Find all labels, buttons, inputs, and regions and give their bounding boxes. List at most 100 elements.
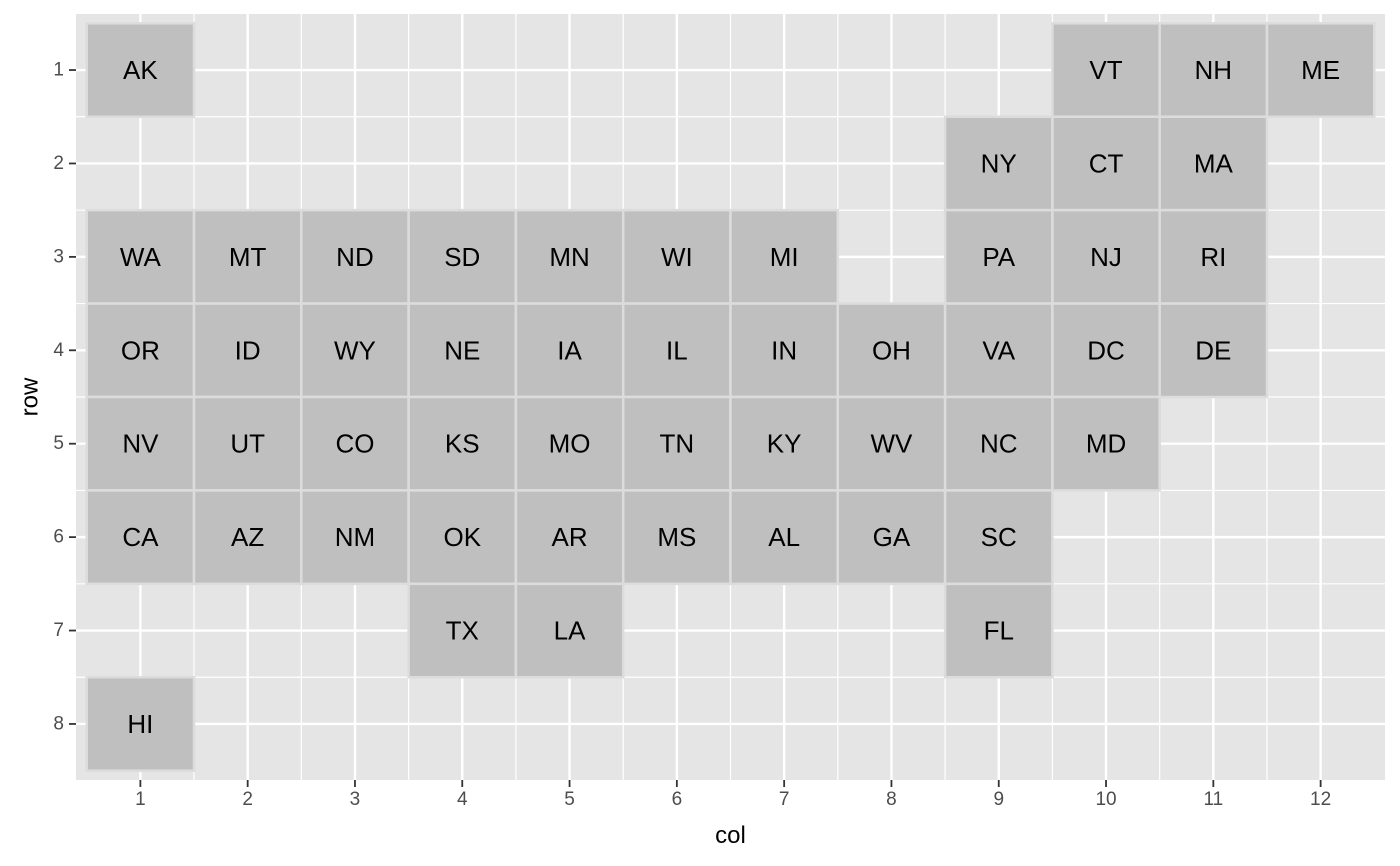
tile-label-tx: TX [446, 616, 479, 646]
tile-label-ak: AK [123, 55, 158, 85]
y-axis-title: row [17, 377, 44, 416]
tile-sd [407, 208, 518, 305]
tile-label-mo: MO [549, 429, 591, 459]
x-tick-label: 3 [350, 789, 361, 810]
tile-nc [943, 395, 1054, 492]
tile-fl [943, 582, 1054, 679]
tile-label-id: ID [235, 335, 261, 365]
x-tick-label: 7 [779, 789, 790, 810]
tile-label-ga: GA [873, 522, 911, 552]
tile-label-ri: RI [1200, 242, 1226, 272]
tile-al [729, 489, 840, 586]
tile-label-ca: CA [122, 522, 159, 552]
tile-label-oh: OH [872, 335, 911, 365]
tile-ri [1158, 208, 1269, 305]
tile-nv [85, 395, 196, 492]
tile-label-ok: OK [443, 522, 481, 552]
tile-de [1158, 302, 1269, 399]
tile-ne [407, 302, 518, 399]
x-tick-label: 11 [1203, 789, 1223, 810]
x-tick-label: 6 [672, 789, 683, 810]
y-tick-label: 4 [53, 340, 64, 361]
x-axis-title: col [715, 822, 746, 849]
tile-label-ma: MA [1194, 148, 1234, 178]
x-tick-label: 5 [564, 789, 575, 810]
tile-hi [85, 675, 196, 772]
tile-label-me: ME [1301, 55, 1340, 85]
tile-labels-layer: AK VT NH ME NY CT MA WA MT ND SD MN WI MI PA NJ RI OR ID WY… [120, 55, 1340, 739]
tile-label-tn: TN [660, 429, 695, 459]
tile-dc [1051, 302, 1161, 399]
tile-ga [836, 489, 947, 586]
tile-ok [407, 489, 518, 586]
tile-me [1265, 22, 1376, 119]
tile-label-ne: NE [444, 335, 480, 365]
y-tick-label: 6 [53, 527, 64, 548]
tile-label-ia: IA [557, 335, 582, 365]
tile-label-nd: ND [336, 242, 374, 272]
tile-label-wi: WI [661, 242, 693, 272]
tile-mn [514, 208, 625, 305]
tile-label-sd: SD [444, 242, 480, 272]
y-tick-label: 3 [53, 246, 64, 267]
tile-nm [300, 489, 410, 586]
tile-or [85, 302, 196, 399]
tile-ia [514, 302, 625, 399]
tile-label-nm: NM [335, 522, 375, 552]
tile-label-ms: MS [657, 522, 696, 552]
tile-label-nh: NH [1195, 55, 1233, 85]
tile-md [1051, 395, 1161, 492]
tile-vt [1051, 22, 1161, 119]
tile-label-az: AZ [231, 522, 264, 552]
tile-ct [1051, 115, 1161, 212]
tile-label-mn: MN [549, 242, 589, 272]
tile-ms [621, 489, 732, 586]
tile-in [729, 302, 840, 399]
tile-label-wv: WV [870, 429, 913, 459]
tile-label-mi: MI [770, 242, 799, 272]
tile-label-nc: NC [980, 429, 1018, 459]
y-axis: 1 2 3 4 5 6 7 8 [53, 60, 76, 734]
x-tick-label: 2 [242, 789, 253, 810]
tile-ny [943, 115, 1054, 212]
tile-label-ny: NY [981, 148, 1017, 178]
tile-sc [943, 489, 1054, 586]
tile-va [943, 302, 1054, 399]
tile-tx [407, 582, 518, 679]
tile-label-ct: CT [1089, 148, 1124, 178]
tile-mi [729, 208, 840, 305]
tile-label-or: OR [121, 335, 160, 365]
y-tick-label: 2 [53, 153, 64, 174]
tile-wi [621, 208, 732, 305]
tile-label-md: MD [1086, 429, 1126, 459]
tile-ca [85, 489, 196, 586]
tile-label-nj: NJ [1090, 242, 1122, 272]
y-tick-label: 1 [53, 60, 64, 81]
tile-label-mt: MT [229, 242, 267, 272]
x-tick-label: 1 [135, 789, 146, 810]
tile-label-il: IL [666, 335, 688, 365]
x-tick-label: 4 [457, 789, 468, 810]
tile-label-nv: NV [122, 429, 159, 459]
x-tick-label: 8 [886, 789, 897, 810]
x-tick-label: 12 [1310, 789, 1331, 810]
x-axis: 1 2 3 4 5 6 7 8 9 10 11 12 [135, 780, 1331, 810]
tile-label-pa: PA [982, 242, 1015, 272]
tile-label-hi: HI [127, 709, 153, 739]
tile-wa [85, 208, 196, 305]
tile-ak [85, 22, 196, 119]
tile-label-co: CO [335, 429, 374, 459]
tile-label-ks: KS [445, 429, 480, 459]
tile-label-va: VA [982, 335, 1015, 365]
x-tick-label: 9 [993, 789, 1004, 810]
tile-co [300, 395, 410, 492]
tiles-layer [85, 22, 1376, 772]
tile-pa [943, 208, 1054, 305]
tile-ks [407, 395, 518, 492]
y-tick-label: 8 [53, 713, 64, 734]
x-tick-label: 10 [1095, 789, 1116, 810]
tile-label-ut: UT [230, 429, 265, 459]
tile-label-dc: DC [1087, 335, 1125, 365]
